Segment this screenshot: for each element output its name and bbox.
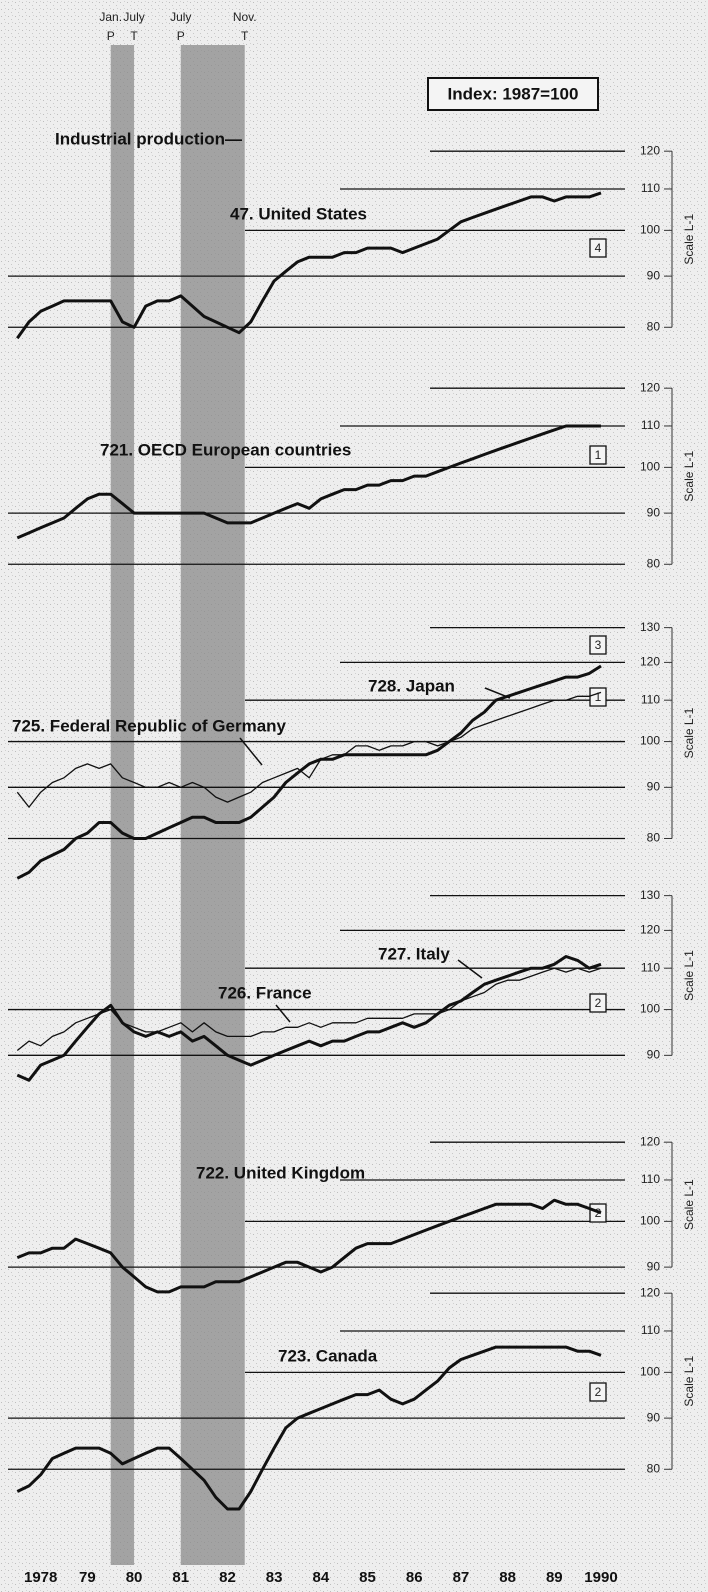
series-line bbox=[16, 967, 602, 1052]
y-axis-label: Scale L-1 bbox=[682, 1356, 696, 1407]
series-label: 727. Italy bbox=[378, 944, 450, 963]
recession-band bbox=[110, 45, 135, 1565]
series-label: 47. United States bbox=[230, 204, 367, 223]
y-tick-label: 100 bbox=[640, 223, 660, 237]
y-tick-label: 90 bbox=[647, 1048, 661, 1062]
y-tick-label: 110 bbox=[641, 692, 660, 706]
series-line bbox=[16, 1345, 602, 1511]
y-tick-label: 120 bbox=[640, 143, 660, 157]
recession-end-code: T bbox=[130, 29, 138, 43]
y-tick-label: 80 bbox=[647, 556, 661, 570]
chart-title: Industrial production— bbox=[55, 129, 242, 148]
recession-end-code: T bbox=[241, 29, 249, 43]
y-tick-label: 120 bbox=[640, 923, 660, 937]
y-tick-label: 80 bbox=[647, 831, 661, 845]
lag-code: 2 bbox=[595, 996, 602, 1010]
y-tick-label: 110 bbox=[641, 418, 660, 432]
y-axis-label: Scale L-1 bbox=[682, 950, 696, 1001]
arrow bbox=[239, 737, 263, 766]
y-tick-label: 80 bbox=[647, 319, 661, 333]
lag-box bbox=[589, 1382, 607, 1402]
y-axis-label: Scale L-1 bbox=[682, 707, 696, 758]
series-label: 723. Canada bbox=[278, 1346, 378, 1365]
series-label: 728. Japan bbox=[368, 676, 455, 695]
x-tick-label: 85 bbox=[359, 1569, 376, 1586]
y-axis-label: Scale L-1 bbox=[682, 1179, 696, 1230]
arrow bbox=[457, 959, 483, 979]
recession-bands bbox=[110, 45, 245, 1565]
x-tick-label: 80 bbox=[126, 1569, 143, 1586]
arrow bbox=[275, 1004, 291, 1023]
y-tick-label: 90 bbox=[647, 268, 661, 282]
y-tick-label: 100 bbox=[640, 734, 660, 748]
series-label: 721. OECD European countries bbox=[100, 440, 351, 459]
y-tick-label: 120 bbox=[640, 1134, 660, 1148]
recession-end-month: July bbox=[123, 10, 144, 24]
recession-start-code: P bbox=[107, 29, 115, 43]
y-tick-label: 130 bbox=[640, 620, 660, 634]
y-tick-label: 120 bbox=[640, 655, 660, 669]
y-tick-label: 90 bbox=[647, 1410, 661, 1424]
x-tick-label: 1990 bbox=[584, 1569, 617, 1586]
y-tick-label: 90 bbox=[647, 1259, 661, 1273]
recession-start-month: July bbox=[170, 10, 191, 24]
x-tick-label: 88 bbox=[499, 1569, 516, 1586]
series-line bbox=[16, 191, 602, 340]
recession-start-month: Jan. bbox=[99, 10, 122, 24]
y-tick-label: 90 bbox=[647, 505, 661, 519]
series-label: 722. United Kingdom bbox=[196, 1163, 365, 1182]
x-tick-label: 89 bbox=[546, 1569, 563, 1586]
series-line bbox=[16, 691, 602, 808]
series-line bbox=[16, 1198, 602, 1294]
y-tick-label: 90 bbox=[647, 780, 661, 794]
y-tick-label: 130 bbox=[640, 888, 660, 902]
x-tick-label: 84 bbox=[312, 1569, 329, 1586]
lag-box bbox=[589, 445, 607, 465]
y-tick-label: 110 bbox=[641, 960, 660, 974]
y-tick-label: 100 bbox=[640, 1365, 660, 1379]
y-tick-label: 100 bbox=[640, 1002, 660, 1016]
series-label: 726. France bbox=[218, 983, 312, 1002]
y-tick-label: 100 bbox=[640, 460, 660, 474]
lag-code: 3 bbox=[595, 638, 602, 652]
x-tick-label: 83 bbox=[266, 1569, 283, 1586]
recession-band bbox=[180, 45, 245, 1565]
y-tick-label: 120 bbox=[640, 380, 660, 394]
lag-box bbox=[589, 635, 607, 655]
lag-code: 4 bbox=[595, 241, 602, 255]
lag-code: 2 bbox=[595, 1385, 602, 1399]
y-tick-label: 110 bbox=[641, 1323, 660, 1337]
x-tick-label: 87 bbox=[453, 1569, 470, 1586]
lag-box bbox=[589, 238, 607, 258]
y-tick-label: 120 bbox=[640, 1285, 660, 1299]
recession-start-code: P bbox=[177, 29, 185, 43]
lag-code: 1 bbox=[595, 690, 602, 704]
x-tick-label: 82 bbox=[219, 1569, 236, 1586]
x-tick-label: 86 bbox=[406, 1569, 423, 1586]
y-tick-label: 100 bbox=[640, 1214, 660, 1228]
x-tick-label: 81 bbox=[172, 1569, 189, 1586]
series-line bbox=[16, 424, 601, 540]
lag-code: 1 bbox=[595, 448, 602, 462]
x-tick-label: 79 bbox=[79, 1569, 96, 1586]
y-axis-label: Scale L-1 bbox=[682, 214, 696, 265]
y-tick-label: 110 bbox=[641, 1172, 660, 1186]
y-tick-label: 80 bbox=[647, 1461, 661, 1475]
series-line bbox=[16, 664, 602, 880]
index-note: Index: 1987=100 bbox=[448, 84, 579, 103]
y-axis-label: Scale L-1 bbox=[682, 451, 696, 502]
index-box bbox=[427, 77, 599, 111]
recession-end-month: Nov. bbox=[233, 10, 257, 24]
series-line bbox=[16, 955, 602, 1082]
x-tick-label: 1978 bbox=[24, 1569, 57, 1586]
series-label: 725. Federal Republic of Germany bbox=[12, 716, 287, 735]
y-tick-label: 110 bbox=[641, 181, 660, 195]
lag-box bbox=[589, 687, 607, 707]
lag-box bbox=[589, 993, 607, 1013]
